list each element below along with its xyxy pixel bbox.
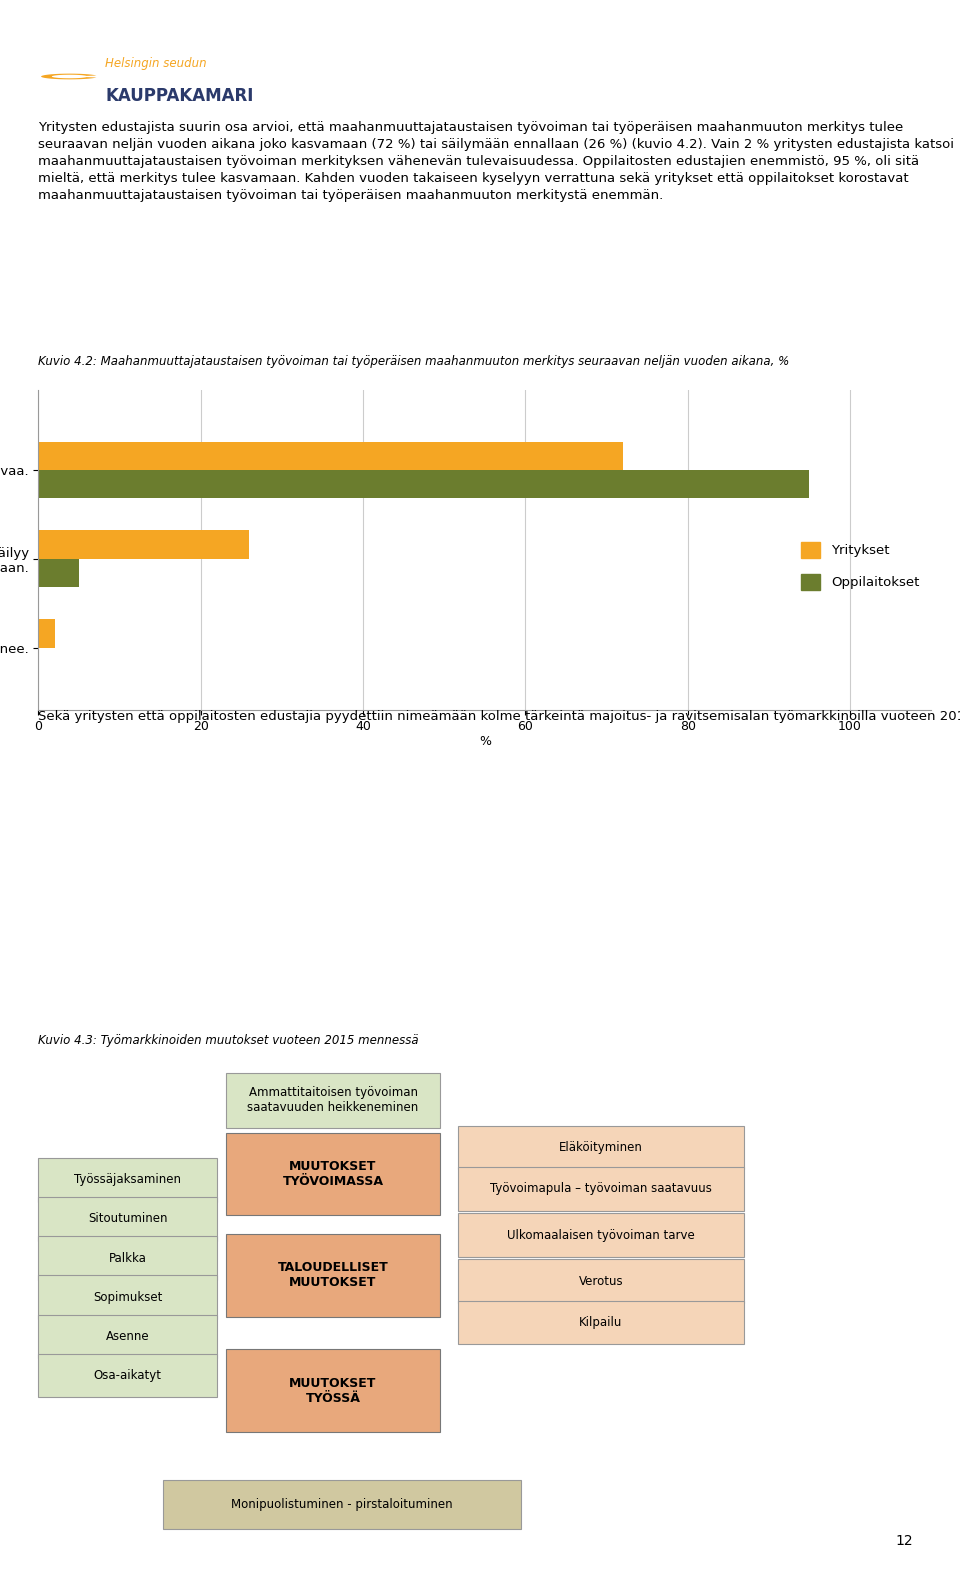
FancyBboxPatch shape bbox=[458, 1167, 744, 1210]
Text: Työvoimapula – työvoiman saatavuus: Työvoimapula – työvoiman saatavuus bbox=[490, 1183, 711, 1196]
FancyBboxPatch shape bbox=[226, 1350, 440, 1432]
Text: 12: 12 bbox=[896, 1535, 913, 1548]
FancyBboxPatch shape bbox=[38, 1315, 217, 1358]
Text: Monipuolistuminen - pirstaloituminen: Monipuolistuminen - pirstaloituminen bbox=[231, 1499, 453, 1511]
FancyBboxPatch shape bbox=[38, 1275, 217, 1320]
Text: TALOUDELLISET
MUUTOKSET: TALOUDELLISET MUUTOKSET bbox=[277, 1261, 389, 1289]
Text: Kuvio 4.2: Maahanmuuttajataustaisen työvoiman tai työperäisen maahanmuuton merki: Kuvio 4.2: Maahanmuuttajataustaisen työv… bbox=[38, 355, 790, 368]
Text: Kuvio 4.3: Työmarkkinoiden muutokset vuoteen 2015 mennessä: Kuvio 4.3: Työmarkkinoiden muutokset vuo… bbox=[38, 1034, 419, 1047]
Legend: Yritykset, Oppilaitokset: Yritykset, Oppilaitokset bbox=[795, 536, 924, 595]
FancyBboxPatch shape bbox=[458, 1213, 744, 1258]
Bar bbox=[38, 469, 809, 498]
Bar bbox=[38, 619, 55, 647]
Bar bbox=[38, 530, 250, 558]
Text: Verotus: Verotus bbox=[579, 1275, 623, 1288]
Wedge shape bbox=[41, 73, 97, 79]
FancyBboxPatch shape bbox=[38, 1158, 217, 1202]
Text: Sitoutuminen: Sitoutuminen bbox=[88, 1212, 167, 1226]
Bar bbox=[38, 558, 79, 587]
Text: MUUTOKSET
TYÖVOIMASSA: MUUTOKSET TYÖVOIMASSA bbox=[282, 1159, 384, 1188]
FancyBboxPatch shape bbox=[458, 1259, 744, 1304]
Text: Asenne: Asenne bbox=[106, 1331, 150, 1343]
Text: Sekä yritysten että oppilaitosten edustajia pyydettiin nimeämään kolme tärkeintä: Sekä yritysten että oppilaitosten edusta… bbox=[38, 711, 960, 723]
Text: Yritysten edustajista suurin osa arvioi, että maahanmuuttajataustaisen työvoiman: Yritysten edustajista suurin osa arvioi,… bbox=[38, 121, 954, 203]
FancyBboxPatch shape bbox=[226, 1072, 440, 1128]
Text: Ulkomaalaisen työvoiman tarve: Ulkomaalaisen työvoiman tarve bbox=[507, 1229, 695, 1242]
FancyBboxPatch shape bbox=[458, 1126, 744, 1169]
Text: Työssäjaksaminen: Työssäjaksaminen bbox=[74, 1174, 181, 1186]
FancyBboxPatch shape bbox=[163, 1480, 520, 1529]
Bar bbox=[38, 441, 623, 469]
Text: KAUPPAKAMARI: KAUPPAKAMARI bbox=[106, 87, 253, 105]
Text: MUUTOKSET
TYÖSSÄ: MUUTOKSET TYÖSSÄ bbox=[289, 1377, 376, 1405]
Text: Osa-aikatyt: Osa-aikatyt bbox=[94, 1369, 161, 1381]
FancyBboxPatch shape bbox=[226, 1132, 440, 1215]
FancyBboxPatch shape bbox=[38, 1197, 217, 1240]
Text: Eläköityminen: Eläköityminen bbox=[559, 1140, 643, 1155]
FancyBboxPatch shape bbox=[226, 1234, 440, 1316]
Text: Palkka: Palkka bbox=[108, 1251, 147, 1264]
Text: Sopimukset: Sopimukset bbox=[93, 1291, 162, 1304]
Text: Ammattitaitoisen työvoiman
saatavuuden heikkeneminen: Ammattitaitoisen työvoiman saatavuuden h… bbox=[248, 1086, 419, 1115]
FancyBboxPatch shape bbox=[38, 1354, 217, 1397]
Text: Helsingin seudun: Helsingin seudun bbox=[106, 57, 207, 70]
FancyBboxPatch shape bbox=[458, 1301, 744, 1345]
X-axis label: %: % bbox=[479, 736, 491, 749]
FancyBboxPatch shape bbox=[38, 1235, 217, 1280]
Text: Kilpailu: Kilpailu bbox=[579, 1316, 622, 1329]
